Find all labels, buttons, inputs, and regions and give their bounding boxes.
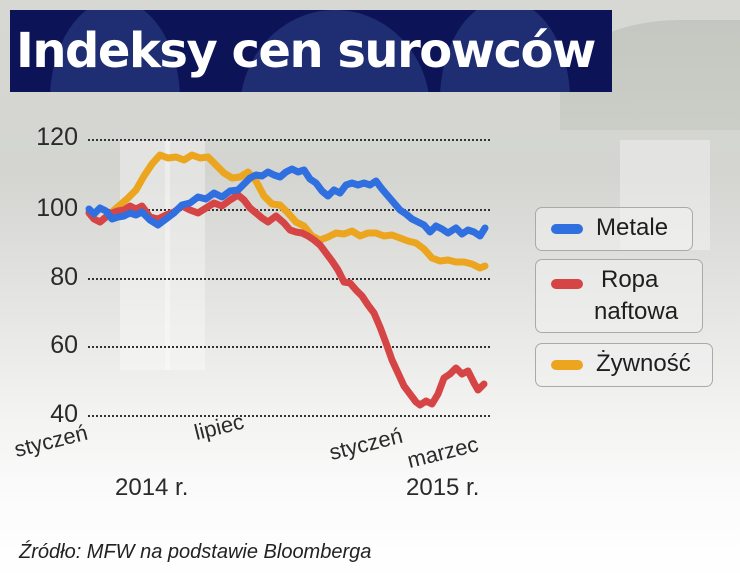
gridline-120 bbox=[88, 139, 490, 141]
year-label-2014: 2014 r. bbox=[115, 474, 189, 501]
y-tick-120: 120 bbox=[36, 123, 78, 151]
gridline-40 bbox=[88, 415, 490, 417]
series-line-zywnosc bbox=[109, 151, 489, 272]
legend-label-ropa-line2: naftowa bbox=[594, 298, 679, 325]
chart-title: Indeksy cen surowców bbox=[16, 23, 596, 79]
source-note: Źródło: MFW na podstawie Bloomberga bbox=[19, 541, 372, 563]
year-label-2015: 2015 r. bbox=[406, 474, 480, 501]
legend-item-zywnosc: Żywność bbox=[535, 343, 713, 387]
legend-swatch-metale bbox=[551, 224, 583, 234]
background-photo-pillar bbox=[165, 140, 205, 370]
y-tick-40: 40 bbox=[50, 400, 78, 428]
legend-swatch-zywnosc bbox=[551, 360, 583, 370]
gridline-60 bbox=[88, 346, 490, 348]
y-tick-60: 60 bbox=[50, 331, 78, 359]
legend-label-zywnosc: Żywność bbox=[596, 350, 691, 377]
legend-item-metale: Metale bbox=[535, 207, 693, 251]
y-tick-80: 80 bbox=[50, 263, 78, 291]
legend-label-metale: Metale bbox=[596, 214, 669, 241]
legend-swatch-ropa bbox=[551, 279, 583, 289]
series-line-metale bbox=[85, 165, 489, 240]
gridline-80 bbox=[88, 278, 490, 280]
y-tick-100: 100 bbox=[36, 194, 78, 222]
legend-item-ropa: Ropa naftowa bbox=[535, 259, 703, 333]
title-banner: Indeksy cen surowców bbox=[10, 10, 612, 92]
legend-label-ropa-line1: Ropa bbox=[601, 266, 659, 293]
